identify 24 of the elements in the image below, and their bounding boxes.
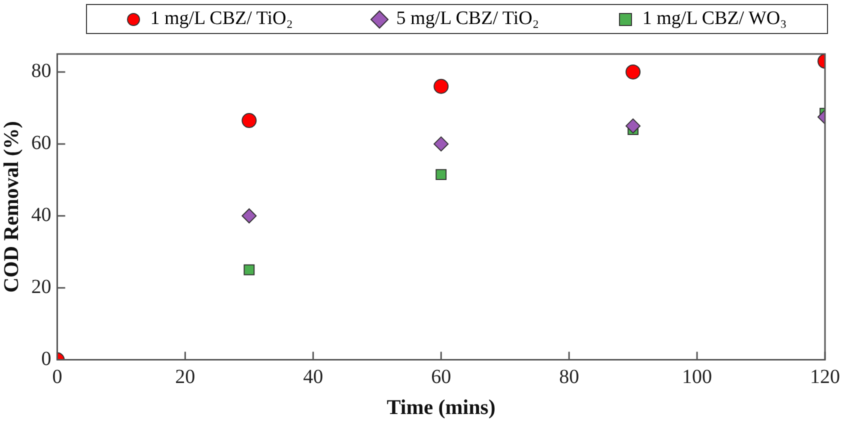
point (434, 136, 449, 152)
point (242, 208, 257, 224)
x-tick-label: 120 (810, 366, 840, 388)
x-axis-title: Time (mins) (386, 394, 496, 419)
point (626, 64, 641, 80)
y-axis-title: COD Removal (%) (0, 121, 24, 293)
y-tick-label: 0 (41, 348, 52, 370)
y-tick-label: 40 (31, 204, 52, 226)
legend-label: 5 mg/L CBZ/ TiO₂ (396, 8, 539, 30)
point (436, 169, 447, 180)
point (626, 118, 641, 134)
point (244, 264, 255, 276)
x-tick-label: 80 (559, 366, 580, 388)
point (434, 78, 449, 94)
x-tick-label: 60 (431, 366, 452, 388)
point (242, 113, 257, 128)
x-tick-label: 20 (175, 366, 196, 388)
x-tick-label: 100 (682, 366, 712, 388)
legend-label: 1 mg/L CBZ/ TiO₂ (150, 8, 293, 30)
y-tick-label: 80 (31, 60, 52, 82)
y-tick-label: 20 (31, 276, 52, 298)
x-tick-label: 40 (303, 366, 324, 388)
legend-label: 1 mg/L CBZ/ WO₃ (642, 8, 787, 30)
y-tick-label: 60 (31, 132, 52, 154)
